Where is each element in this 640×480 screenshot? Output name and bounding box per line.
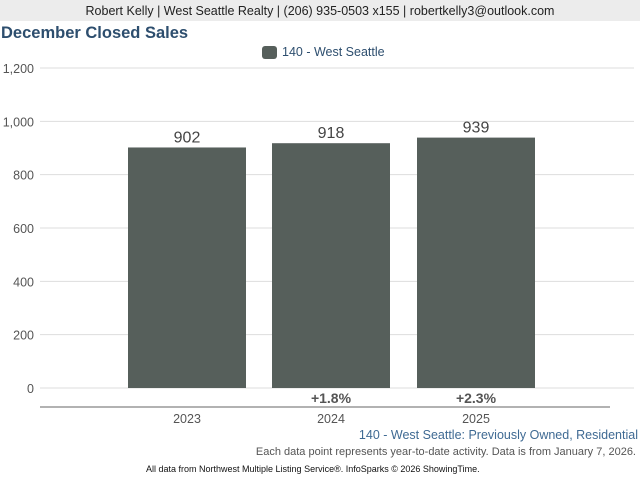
y-tick-label: 1,200 [3,62,34,76]
y-tick-label: 1,000 [3,115,34,129]
legend[interactable]: 140 - West Seattle [262,45,385,59]
bar-2025 [417,137,535,388]
bar-2023 [128,147,246,388]
bar-value-label: 939 [463,120,490,137]
change-label: +2.3% [456,390,497,406]
contact-bar: Robert Kelly | West Seattle Realty | (20… [0,0,640,21]
bar-value-label: 918 [318,125,345,142]
y-tick-label: 400 [13,275,34,289]
change-label: +1.8% [311,390,352,406]
legend-label: 140 - West Seattle [282,45,385,59]
x-tick-label: 2025 [462,412,490,426]
footer-credit: All data from Northwest Multiple Listing… [146,464,480,474]
legend-swatch-icon [262,45,277,59]
x-tick-label: 2023 [173,412,201,426]
y-tick-label: 600 [13,222,34,236]
x-tick-label: 2024 [317,412,345,426]
bar-2024 [272,143,390,388]
bar-value-label: 902 [174,129,201,146]
y-tick-label: 200 [13,329,34,343]
chart-subtitle: 140 - West Seattle: Previously Owned, Re… [358,428,638,442]
y-tick-label: 800 [13,169,34,183]
data-note: Each data point represents year-to-date … [255,446,636,458]
chart-title: December Closed Sales [1,24,189,42]
y-tick-label: 0 [27,382,34,396]
